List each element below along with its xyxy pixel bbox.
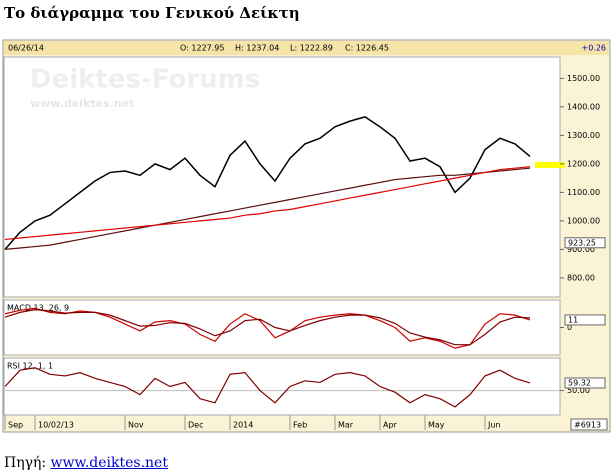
y-tick-label: 1400.00 bbox=[567, 102, 600, 111]
y-tick-label: 0 bbox=[567, 323, 572, 332]
chart: Deiktes-Forums www.deiktes.net 06/26/14 … bbox=[2, 39, 611, 433]
value-tag: 59.32 bbox=[568, 378, 591, 387]
watermark: www.deiktes.net bbox=[30, 97, 134, 110]
x-tick-label: Feb bbox=[293, 421, 307, 430]
panel-title: RSI 12, 1, 1 bbox=[7, 362, 53, 371]
x-tick-label: Dec bbox=[188, 421, 203, 430]
value-tag-box bbox=[564, 377, 606, 389]
series-line bbox=[4, 309, 531, 346]
header-date: 06/26/14 bbox=[8, 44, 44, 53]
rsi-panel bbox=[3, 357, 561, 416]
y-tick-label: 1300.00 bbox=[567, 131, 600, 140]
y-tick-label: 1000.00 bbox=[567, 216, 600, 225]
y-tick-label: 900.00 bbox=[567, 245, 595, 254]
series-line bbox=[4, 367, 531, 408]
panel-title: MACD 13, 26, 9 bbox=[7, 304, 69, 313]
y-tick-label: 1500.00 bbox=[567, 74, 600, 83]
header-open: O: 1227.95 bbox=[180, 44, 224, 53]
header-high: H: 1237.04 bbox=[235, 44, 279, 53]
footer-id: #6913 bbox=[574, 421, 601, 430]
value-tag: 11 bbox=[568, 315, 578, 324]
x-tick-label: May bbox=[428, 421, 445, 430]
x-tick-label: Mar bbox=[338, 421, 354, 430]
watermark: Deiktes-Forums bbox=[30, 65, 260, 95]
price-marker bbox=[535, 162, 565, 168]
source-link[interactable]: www.deiktes.net bbox=[50, 455, 168, 471]
source: Πηγή: www.deiktes.net bbox=[4, 455, 168, 471]
macd-panel bbox=[3, 299, 561, 356]
series-line bbox=[4, 167, 531, 250]
series-line bbox=[4, 116, 531, 250]
value-tag-box bbox=[564, 314, 606, 326]
price-panel bbox=[3, 56, 561, 298]
x-tick-label: Nov bbox=[128, 421, 144, 430]
header-bar bbox=[4, 41, 609, 55]
x-tick-label: Sep bbox=[8, 421, 23, 430]
series-line bbox=[4, 166, 531, 241]
x-tick-label: 10/02/13 bbox=[38, 421, 74, 430]
y-tick-label: 1100.00 bbox=[567, 188, 600, 197]
y-tick-label: 1200.00 bbox=[567, 159, 600, 168]
y-tick-label: 50.00 bbox=[567, 386, 590, 395]
header-low: L: 1222.89 bbox=[290, 44, 333, 53]
x-tick-label: Apr bbox=[383, 421, 398, 430]
header-close: C: 1226.45 bbox=[345, 44, 389, 53]
page-title: Το διάγραμμα του Γενικού Δείκτη bbox=[4, 4, 300, 22]
x-tick-label: 2014 bbox=[233, 421, 253, 430]
x-tick-label: Jun bbox=[487, 421, 501, 430]
id-box bbox=[570, 418, 608, 431]
y-tick-label: 800.00 bbox=[567, 273, 595, 282]
value-tag: 923.25 bbox=[568, 238, 596, 247]
header-change: +0.26 bbox=[581, 44, 606, 53]
value-tag-box bbox=[564, 237, 606, 249]
source-label: Πηγή: bbox=[4, 455, 47, 471]
